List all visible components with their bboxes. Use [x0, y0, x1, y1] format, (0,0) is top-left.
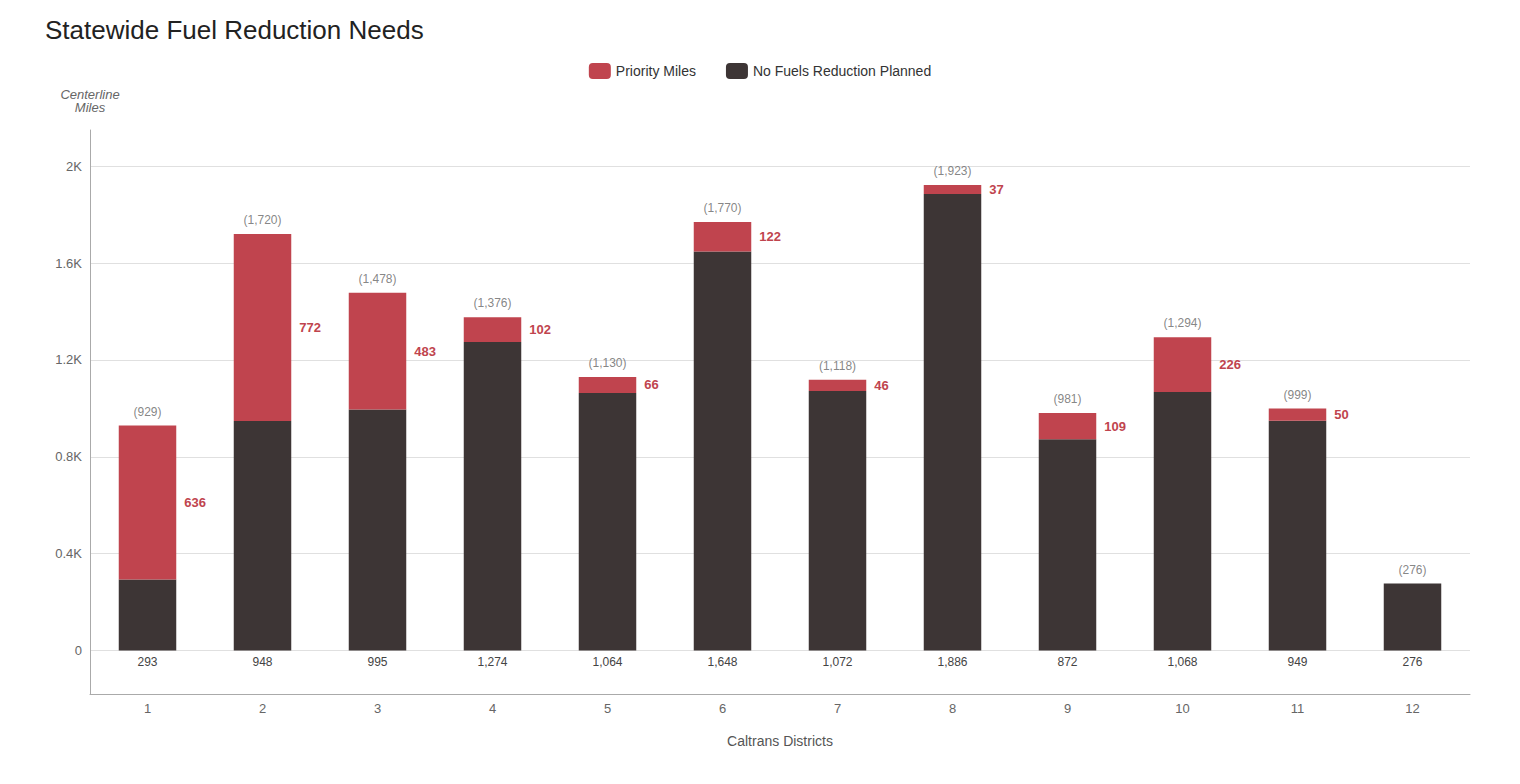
svg-text:1.6K: 1.6K [55, 256, 82, 271]
svg-text:109: 109 [1104, 419, 1126, 434]
svg-text:(276): (276) [1398, 563, 1426, 577]
svg-text:872: 872 [1057, 655, 1077, 669]
svg-text:226: 226 [1219, 357, 1241, 372]
svg-text:9: 9 [1064, 701, 1071, 716]
svg-text:10: 10 [1175, 701, 1189, 716]
svg-text:1,072: 1,072 [822, 655, 852, 669]
svg-text:1,886: 1,886 [937, 655, 967, 669]
svg-text:1,064: 1,064 [592, 655, 622, 669]
svg-text:3: 3 [374, 701, 381, 716]
svg-text:276: 276 [1402, 655, 1422, 669]
svg-text:636: 636 [184, 495, 206, 510]
svg-text:50: 50 [1334, 407, 1348, 422]
svg-text:(1,478): (1,478) [358, 272, 396, 286]
svg-text:1,648: 1,648 [707, 655, 737, 669]
svg-text:772: 772 [299, 320, 321, 335]
svg-text:(981): (981) [1053, 392, 1081, 406]
svg-text:12: 12 [1405, 701, 1419, 716]
svg-text:1.2K: 1.2K [55, 352, 82, 367]
svg-text:11: 11 [1291, 701, 1305, 716]
svg-text:995: 995 [367, 655, 387, 669]
svg-text:0: 0 [75, 643, 82, 658]
svg-text:66: 66 [644, 377, 658, 392]
svg-text:948: 948 [252, 655, 272, 669]
svg-text:1,274: 1,274 [477, 655, 507, 669]
svg-text:(1,720): (1,720) [243, 213, 281, 227]
svg-text:Statewide Fuel Reduction Needs: Statewide Fuel Reduction Needs [45, 15, 424, 45]
svg-text:483: 483 [414, 344, 436, 359]
svg-text:(1,923): (1,923) [933, 164, 971, 178]
svg-text:37: 37 [989, 182, 1003, 197]
svg-text:1,068: 1,068 [1167, 655, 1197, 669]
svg-text:0.4K: 0.4K [55, 546, 82, 561]
svg-text:102: 102 [529, 322, 551, 337]
svg-text:(1,118): (1,118) [819, 359, 856, 373]
svg-text:122: 122 [759, 229, 781, 244]
svg-text:(1,294): (1,294) [1163, 316, 1201, 330]
svg-text:2K: 2K [66, 159, 82, 174]
svg-text:1: 1 [144, 701, 151, 716]
svg-text:(999): (999) [1283, 388, 1311, 402]
svg-text:Miles: Miles [75, 100, 106, 115]
svg-text:No Fuels Reduction Planned: No Fuels Reduction Planned [753, 63, 931, 79]
svg-text:46: 46 [874, 378, 888, 393]
svg-text:4: 4 [489, 701, 496, 716]
svg-text:8: 8 [949, 701, 956, 716]
svg-text:(1,770): (1,770) [703, 201, 741, 215]
svg-text:(1,130): (1,130) [588, 356, 626, 370]
svg-text:293: 293 [137, 655, 157, 669]
svg-text:5: 5 [604, 701, 611, 716]
svg-text:(929): (929) [133, 405, 161, 419]
svg-text:(1,376): (1,376) [473, 296, 511, 310]
svg-text:2: 2 [259, 701, 266, 716]
svg-text:6: 6 [719, 701, 726, 716]
svg-text:Priority Miles: Priority Miles [616, 63, 696, 79]
svg-text:0.8K: 0.8K [55, 449, 82, 464]
svg-text:Caltrans Districts: Caltrans Districts [727, 733, 833, 749]
svg-text:949: 949 [1287, 655, 1307, 669]
svg-text:7: 7 [834, 701, 841, 716]
svg-text:Centerline: Centerline [60, 87, 120, 102]
